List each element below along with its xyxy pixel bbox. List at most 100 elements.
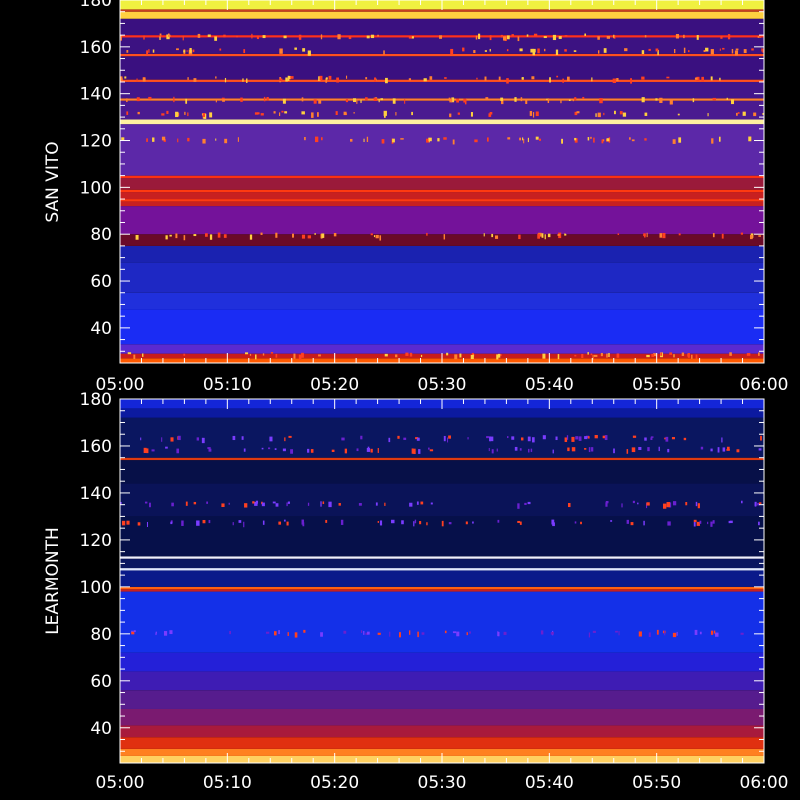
burst-speck: [416, 437, 420, 441]
spectrogram-band: [120, 690, 764, 709]
burst-speck: [549, 77, 551, 83]
burst-speck: [181, 520, 184, 526]
burst-speck: [574, 521, 577, 524]
burst-speck: [418, 449, 421, 454]
burst-speck: [281, 110, 284, 113]
burst-speck: [489, 436, 494, 442]
burst-speck: [584, 436, 588, 440]
burst-speck: [537, 233, 541, 239]
burst-speck: [304, 137, 306, 141]
burst-speck: [699, 631, 702, 635]
burst-speck: [722, 47, 725, 50]
burst-speck: [669, 352, 673, 355]
burst-speck: [340, 519, 344, 525]
x-tick-label: 05:40: [525, 773, 574, 793]
burst-speck: [409, 502, 413, 507]
burst-speck: [243, 521, 245, 528]
burst-speck: [762, 48, 764, 53]
burst-speck: [421, 632, 425, 635]
burst-speck: [475, 35, 478, 40]
burst-speck: [183, 353, 186, 356]
burst-speck: [662, 232, 666, 239]
burst-speck: [148, 96, 152, 100]
burst-speck: [672, 501, 677, 506]
burst-speck: [588, 632, 591, 638]
burst-speck: [496, 354, 499, 360]
burst-speck: [222, 98, 225, 102]
burst-speck: [541, 233, 544, 238]
burst-speck: [518, 234, 521, 240]
burst-speck: [411, 448, 414, 454]
burst-speck: [292, 233, 295, 238]
spectrogram-band: [120, 568, 764, 571]
burst-speck: [514, 446, 518, 451]
burst-speck: [726, 449, 730, 451]
burst-speck: [399, 632, 401, 638]
burst-speck: [497, 519, 500, 523]
burst-speck: [547, 98, 550, 104]
burst-speck: [746, 353, 751, 356]
burst-speck: [448, 435, 451, 439]
burst-speck: [175, 233, 178, 239]
burst-speck: [532, 437, 535, 443]
burst-speck: [678, 233, 681, 236]
burst-speck: [644, 35, 647, 38]
burst-speck: [507, 137, 511, 140]
burst-speck: [638, 631, 642, 637]
burst-speck: [562, 78, 564, 83]
burst-speck: [294, 47, 297, 50]
burst-speck: [720, 35, 723, 39]
burst-speck: [348, 35, 352, 40]
burst-speck: [335, 111, 338, 115]
burst-speck: [495, 235, 499, 239]
spectrogram-band: [120, 201, 764, 207]
burst-speck: [729, 352, 732, 356]
burst-speck: [223, 234, 227, 238]
burst-speck: [762, 112, 764, 115]
burst-speck: [456, 631, 460, 637]
burst-speck: [209, 234, 213, 240]
burst-speck: [592, 630, 596, 633]
spectrogram-band: [120, 457, 764, 461]
burst-speck: [511, 436, 515, 440]
burst-speck: [586, 435, 589, 438]
burst-speck: [343, 630, 347, 634]
burst-speck: [695, 354, 698, 359]
burst-speck: [588, 447, 591, 453]
burst-speck: [683, 437, 687, 441]
x-tick-label: 05:40: [525, 375, 574, 395]
burst-speck: [618, 631, 620, 636]
burst-speck: [229, 630, 231, 635]
spectrogram-band: [120, 570, 764, 587]
burst-speck: [279, 112, 281, 117]
burst-speck: [298, 354, 302, 360]
burst-speck: [301, 352, 304, 358]
burst-speck: [457, 112, 460, 115]
burst-speck: [694, 77, 698, 80]
burst-speck: [278, 630, 280, 635]
burst-speck: [146, 138, 148, 142]
burst-speck: [367, 446, 370, 450]
spectrogram-band: [120, 206, 764, 235]
burst-speck: [215, 76, 217, 79]
burst-speck: [155, 632, 157, 636]
burst-speck: [170, 521, 173, 525]
burst-speck: [374, 77, 377, 82]
burst-speck: [257, 112, 260, 115]
burst-speck: [542, 435, 546, 440]
burst-speck: [318, 354, 321, 357]
burst-speck: [261, 447, 264, 450]
burst-speck: [757, 36, 760, 38]
burst-speck: [696, 521, 700, 526]
burst-speck: [273, 631, 277, 636]
burst-speck: [602, 435, 606, 439]
burst-speck: [568, 502, 571, 508]
burst-speck: [696, 35, 699, 40]
burst-speck: [391, 519, 395, 524]
burst-speck: [630, 522, 634, 526]
burst-speck: [476, 77, 478, 80]
burst-speck: [561, 138, 564, 144]
burst-speck: [217, 232, 221, 238]
burst-speck: [593, 354, 598, 357]
x-tick-label: 05:20: [310, 375, 359, 395]
